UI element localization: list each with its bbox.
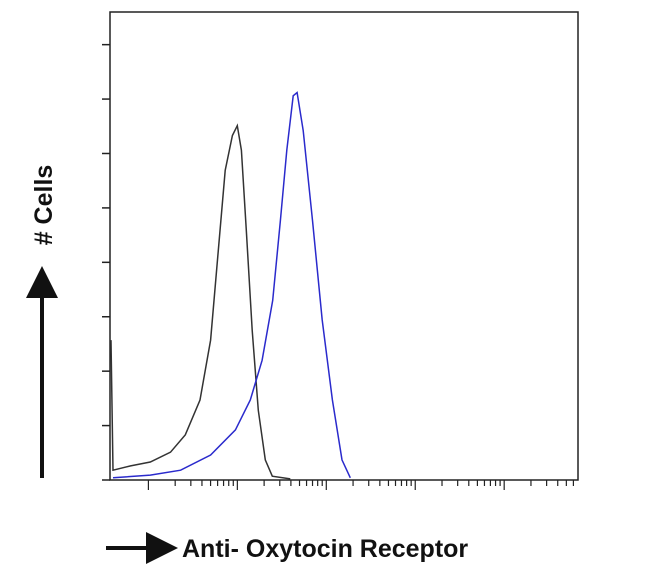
- y-axis-label: # Cells: [30, 165, 58, 246]
- histogram-line: [112, 91, 351, 479]
- histogram-line: [110, 123, 291, 480]
- plot-frame: [109, 11, 579, 481]
- x-axis-label: Anti- Oxytocin Receptor: [182, 535, 468, 563]
